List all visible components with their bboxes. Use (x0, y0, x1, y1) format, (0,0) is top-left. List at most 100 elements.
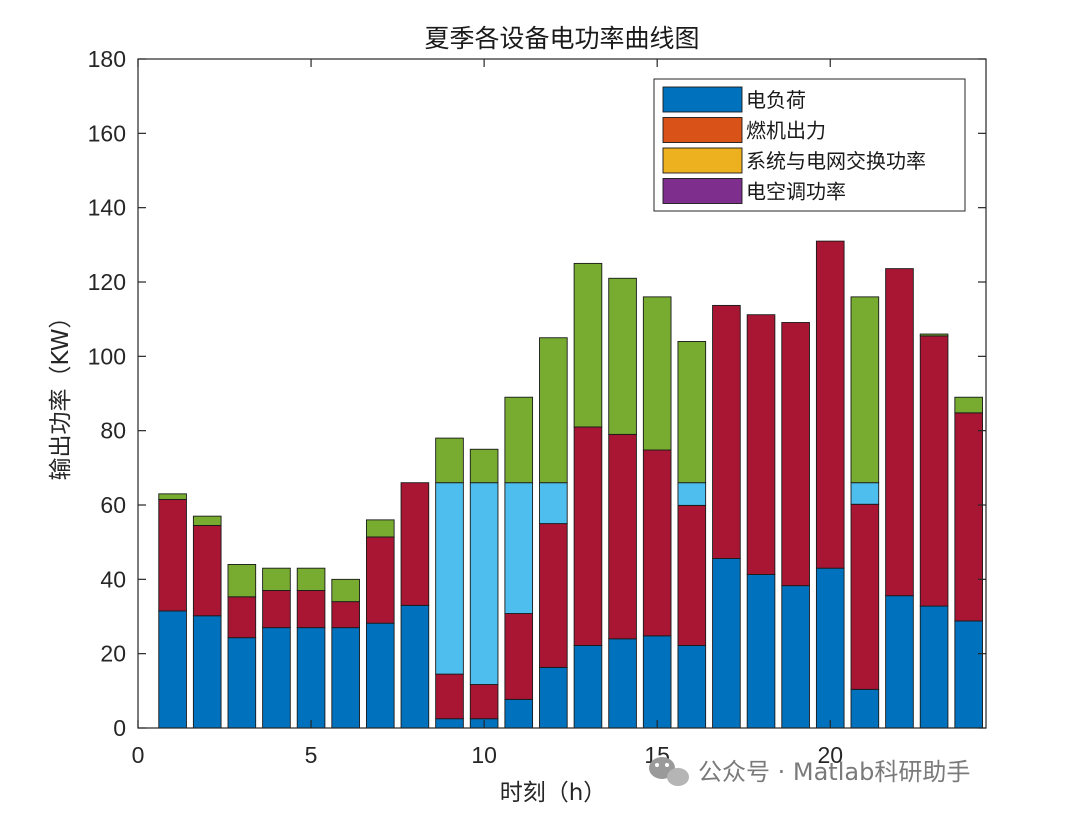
y-tick-label: 180 (88, 46, 126, 72)
bar-t9-s1 (435, 673, 464, 720)
bar-t12-s1 (539, 523, 568, 668)
bar-t20-s0 (815, 567, 845, 729)
y-tick-label: 60 (100, 492, 126, 518)
bar-t15-s3 (642, 296, 672, 451)
legend-swatch-0 (662, 86, 743, 113)
x-tick-label: 0 (132, 742, 145, 768)
bar-t16-s0 (677, 645, 707, 729)
bar-t12-s0 (539, 666, 568, 729)
legend-swatch-3 (662, 178, 743, 204)
y-tick-label: 120 (88, 269, 126, 295)
bar-t13-s3 (573, 262, 603, 428)
bar-t7-s3 (365, 519, 395, 538)
wechat-icon (649, 757, 689, 786)
legend-swatch-1 (662, 117, 743, 143)
bar-t10-s3 (469, 448, 499, 484)
bar-t15-s1 (642, 449, 672, 637)
bar-t16-s2 (677, 482, 707, 506)
bar-t8-s1 (400, 482, 430, 606)
bar-t1-s1 (158, 498, 187, 612)
x-tick-label: 20 (817, 742, 843, 768)
x-axis-label: 时刻（h） (500, 780, 607, 806)
bar-t10-s1 (469, 684, 499, 720)
bar-t12-s3 (539, 337, 568, 484)
watermark-text: 公众号 · Matlab科研助手 (698, 758, 970, 786)
bar-t7-s0 (365, 622, 395, 729)
legend-label-3: 电空调功率 (746, 180, 846, 204)
bar-t4-s0 (262, 627, 291, 729)
axes-box (137, 58, 987, 729)
bar-t9-s3 (435, 437, 464, 484)
bar-t19-s0 (781, 585, 810, 729)
watermark: 公众号 · Matlab科研助手 (649, 757, 970, 786)
x-tick-label: 5 (305, 742, 318, 768)
bar-t6-s1 (331, 601, 360, 629)
bar-t14-s1 (608, 433, 637, 640)
bar-t18-s0 (746, 574, 776, 729)
y-tick-label: 100 (88, 343, 126, 369)
bar-t5-s3 (296, 567, 326, 591)
y-axis-label: 输出功率（KW） (48, 305, 74, 480)
bar-t14-s3 (608, 277, 637, 435)
bar-t6-s0 (331, 627, 360, 729)
bar-t3-s3 (227, 564, 257, 598)
bar-t18-s1 (746, 314, 776, 575)
bar-t17-s0 (712, 558, 741, 729)
bar-t9-s2 (435, 482, 464, 675)
bar-t17-s1 (712, 304, 741, 559)
legend-label-1: 燃机出力 (746, 119, 826, 143)
legend-swatch-2 (662, 147, 743, 174)
bar-t22-s1 (885, 268, 914, 597)
legend-label-2: 系统与电网交换功率 (746, 149, 926, 173)
bar-t13-s1 (573, 426, 603, 646)
bar-t5-s0 (296, 627, 326, 729)
bar-t10-s2 (469, 482, 499, 685)
bar-t11-s1 (504, 613, 534, 700)
bar-t11-s0 (504, 698, 534, 729)
bar-t2-s1 (192, 524, 222, 617)
bar-t21-s2 (850, 482, 880, 505)
bar-t21-s3 (850, 296, 880, 484)
bar-t2-s3 (192, 515, 222, 526)
bar-t2-s0 (192, 615, 222, 729)
y-tick-label: 80 (100, 418, 126, 444)
bar-t23-s3 (919, 333, 949, 337)
bar-t4-s1 (262, 590, 291, 629)
bar-t21-s0 (850, 688, 880, 729)
bar-t3-s0 (227, 637, 257, 729)
bar-t23-s1 (919, 335, 949, 607)
bar-t7-s1 (365, 536, 395, 624)
bar-t24-s1 (954, 412, 983, 622)
x-tick-label: 10 (471, 742, 497, 768)
y-tick-label: 40 (100, 566, 126, 592)
bar-t19-s1 (781, 322, 810, 587)
bar-t24-s3 (954, 396, 983, 414)
bar-t12-s2 (539, 482, 568, 525)
bar-t16-s1 (677, 504, 707, 646)
bar-t3-s1 (227, 596, 257, 639)
bar-t1-s3 (158, 493, 187, 500)
bar-t22-s0 (885, 595, 914, 729)
bar-t8-s0 (400, 604, 430, 729)
bar-t1-s0 (158, 610, 187, 729)
bar-t23-s0 (919, 605, 949, 729)
bar-t14-s0 (608, 638, 637, 729)
bars-group (158, 240, 983, 729)
bar-t11-s2 (504, 482, 534, 614)
y-tick-label: 20 (100, 641, 126, 667)
bar-t9-s0 (435, 718, 464, 729)
bar-t11-s3 (504, 396, 534, 484)
bar-t15-s0 (642, 635, 672, 729)
chart-title: 夏季各设备电功率曲线图 (424, 24, 699, 53)
bar-t6-s3 (331, 578, 360, 603)
bar-t21-s1 (850, 503, 880, 690)
y-tick-label: 160 (88, 120, 126, 146)
bar-t16-s3 (677, 341, 707, 484)
y-tick-label: 0 (113, 715, 126, 741)
bar-t24-s0 (954, 620, 983, 729)
bar-t13-s0 (573, 645, 603, 729)
bar-t20-s1 (815, 240, 845, 569)
